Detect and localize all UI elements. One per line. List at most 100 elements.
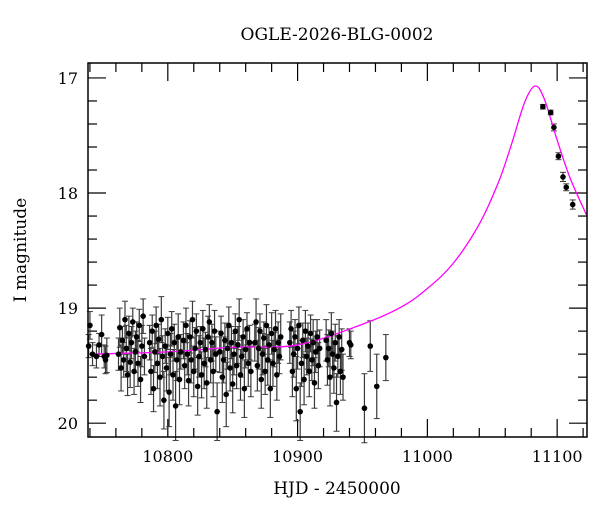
- data-point: [340, 374, 346, 380]
- data-point: [155, 336, 162, 342]
- data-point: [132, 349, 139, 355]
- data-point: [373, 383, 380, 390]
- data-point: [296, 322, 302, 329]
- data-point: [218, 330, 224, 337]
- data-point: [333, 399, 340, 406]
- data-point: [277, 334, 284, 340]
- data-point: [294, 345, 301, 352]
- data-point: [166, 389, 172, 395]
- data-point: [253, 319, 259, 325]
- data-point: [348, 342, 354, 348]
- data-point: [245, 360, 252, 367]
- data-point: [276, 353, 283, 360]
- data-point: [241, 385, 248, 392]
- data-point: [222, 337, 228, 344]
- data-point: [301, 376, 307, 383]
- data-point: [211, 328, 218, 334]
- y-tick-label: 17: [58, 69, 78, 88]
- data-point: [251, 339, 258, 346]
- data-point: [338, 346, 345, 353]
- data-point: [171, 339, 178, 346]
- data-point: [255, 345, 262, 352]
- data-point: [98, 331, 105, 338]
- error-bars: [85, 103, 576, 444]
- data-point: [135, 360, 141, 367]
- data-point: [563, 184, 570, 191]
- data-point: [159, 353, 166, 360]
- data-point: [116, 324, 123, 331]
- data-point: [306, 368, 313, 375]
- data-point: [292, 334, 298, 340]
- data-point: [196, 353, 202, 360]
- data-point: [236, 316, 242, 323]
- data-point: [290, 351, 297, 357]
- data-point: [187, 334, 193, 340]
- data-point: [331, 365, 337, 371]
- data-point: [268, 330, 275, 337]
- data-point: [275, 339, 281, 346]
- y-tick-label: 19: [58, 299, 78, 318]
- data-point: [214, 408, 220, 415]
- data-point: [146, 339, 153, 346]
- data-point: [120, 357, 127, 363]
- data-point: [229, 381, 236, 387]
- data-point: [154, 360, 161, 367]
- data-point: [207, 357, 214, 363]
- data-point: [184, 351, 191, 357]
- data-point: [336, 334, 342, 340]
- data-point: [209, 339, 215, 346]
- data-point: [203, 380, 210, 386]
- data-point: [152, 349, 158, 355]
- data-point: [569, 201, 576, 208]
- data-point: [232, 328, 239, 334]
- data-point: [551, 124, 557, 131]
- data-point: [127, 359, 133, 366]
- data-point: [129, 319, 136, 325]
- data-point: [264, 357, 271, 363]
- data-point: [219, 374, 226, 380]
- data-point: [316, 345, 323, 352]
- data-point: [141, 353, 148, 360]
- data-point: [235, 342, 241, 348]
- data-point: [201, 360, 207, 367]
- data-point: [123, 345, 130, 352]
- data-point: [118, 365, 124, 371]
- data-point: [271, 346, 278, 353]
- x-axis-label: HJD - 2450000: [273, 479, 401, 499]
- data-point: [238, 353, 245, 360]
- data-point: [189, 316, 196, 323]
- data-point: [329, 351, 336, 357]
- data-points: [85, 103, 576, 415]
- data-point: [126, 330, 132, 337]
- data-point: [128, 339, 135, 346]
- data-point: [200, 326, 206, 332]
- data-point: [560, 174, 566, 180]
- data-point: [309, 357, 315, 363]
- data-point: [192, 345, 198, 352]
- data-point: [188, 357, 194, 363]
- data-point: [175, 334, 181, 340]
- data-point: [185, 377, 192, 384]
- data-point: [190, 368, 197, 375]
- data-point: [139, 343, 145, 349]
- data-point: [246, 339, 253, 346]
- data-point: [124, 372, 131, 378]
- model-curve: [87, 85, 588, 355]
- data-point: [288, 326, 294, 332]
- y-axis-label: I magnitude: [11, 198, 31, 302]
- data-point: [163, 365, 170, 371]
- data-point: [297, 408, 303, 415]
- data-point: [259, 351, 266, 357]
- data-point: [324, 357, 331, 363]
- data-point: [328, 330, 335, 337]
- data-point: [555, 153, 562, 160]
- data-point: [174, 357, 180, 363]
- data-point: [119, 337, 126, 344]
- data-point: [176, 376, 183, 383]
- data-point: [197, 339, 204, 346]
- x-tick-label: 11000: [402, 447, 453, 466]
- data-point: [202, 346, 209, 353]
- data-point: [136, 322, 143, 329]
- data-point: [367, 343, 374, 349]
- data-point: [254, 362, 261, 369]
